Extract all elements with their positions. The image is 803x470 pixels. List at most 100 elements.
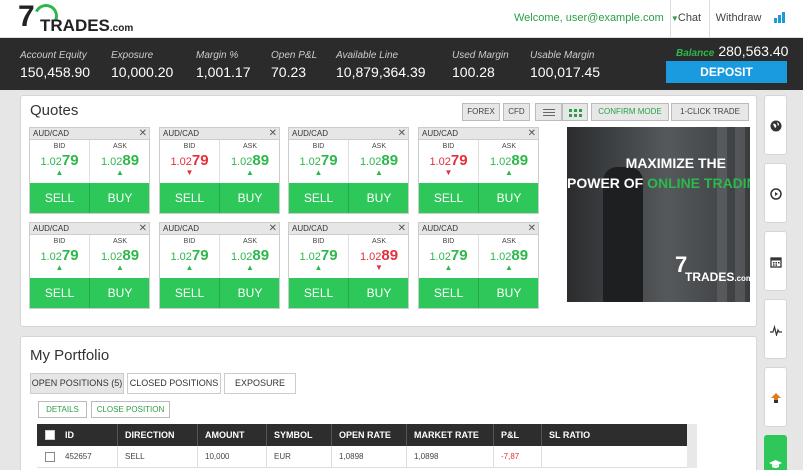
globe-icon [770, 120, 782, 132]
ask-label: ASK [112, 143, 127, 150]
stat-available-line: Available Line 10,879,364.39 [336, 50, 426, 80]
quote-card: AUD/CAD ✕ BID 1.0279 ▲ ASK 1.0289 ▲ SELL BUY [29, 222, 150, 309]
bid-column: BID 1.0279 ▲ [419, 235, 479, 277]
promo-banner[interactable]: MAXIMIZE THE POWER OF ONLINE TRADING 7 T… [567, 127, 750, 302]
buy-button[interactable]: BUY [237, 191, 263, 205]
grid-view-icon[interactable] [562, 103, 588, 121]
logo-number: 7 [18, 0, 35, 33]
sell-button[interactable]: SELL [289, 278, 349, 308]
ask-column: ASK 1.0289 ▲ [220, 140, 280, 182]
buy-button[interactable]: BUY [107, 286, 133, 300]
close-icon[interactable]: ✕ [138, 128, 147, 139]
currency-pair: AUD/CAD [422, 129, 459, 138]
sell-button[interactable]: SELL [160, 278, 220, 308]
ask-column: ASK 1.0289 ▲ [220, 235, 280, 277]
ask-column: ASK 1.0289 ▲ [349, 140, 409, 182]
signal-bars-icon [774, 11, 788, 23]
ask-column: ASK 1.0289 ▲ [479, 235, 539, 277]
ask-price: 1.0289 [359, 247, 399, 264]
bid-column: BID 1.0279 ▲ [160, 235, 220, 277]
sell-button[interactable]: SELL [160, 183, 220, 213]
col-market-rate: MARKET RATE [414, 430, 479, 440]
table-scrollbar[interactable] [687, 424, 697, 468]
col-open-rate: OPEN RATE [339, 430, 391, 440]
close-icon[interactable]: ✕ [397, 128, 406, 139]
list-view-icon[interactable] [535, 103, 562, 121]
col-direction: DIRECTION [125, 430, 175, 440]
chevron-up-icon: ▲ [246, 168, 254, 177]
chevron-down-icon: ▼ [185, 168, 194, 177]
chat-link[interactable]: Chat [670, 0, 708, 38]
rail-button-analysis[interactable] [764, 299, 787, 359]
currency-pair: AUD/CAD [422, 224, 459, 233]
stat-open-pnl: Open P&L 70.23 [271, 50, 318, 80]
ask-label: ASK [242, 143, 257, 150]
withdraw-link[interactable]: Withdraw [709, 0, 767, 38]
rail-button-markets[interactable] [764, 95, 787, 155]
bid-column: BID 1.0279 ▲ [30, 140, 90, 182]
statue-image [603, 167, 643, 302]
bid-price: 1.0279 [170, 152, 209, 169]
cell-symbol: EUR [274, 452, 291, 461]
bid-price: 1.0279 [429, 152, 468, 169]
buy-button[interactable]: BUY [366, 191, 392, 205]
quote-card: AUD/CAD ✕ BID 1.0279 ▼ ASK 1.0289 ▲ SELL BUY [418, 127, 539, 214]
close-position-button[interactable]: CLOSE POSITION [91, 401, 170, 418]
tab-closed-positions[interactable]: CLOSED POSITIONS [127, 373, 221, 394]
ask-label: ASK [112, 238, 127, 245]
currency-pair: AUD/CAD [163, 129, 200, 138]
close-icon[interactable]: ✕ [138, 223, 147, 234]
details-button[interactable]: DETAILS [38, 401, 87, 418]
close-icon[interactable]: ✕ [527, 223, 536, 234]
stat-exposure: Exposure 10,000.20 [111, 50, 174, 80]
pulse-chart-icon [770, 324, 782, 336]
confirm-mode-button[interactable]: CONFIRM MODE [591, 103, 669, 121]
table-row[interactable]: 452657 SELL 10,000 EUR 1,0898 1,0898 -7,… [37, 446, 687, 468]
close-icon[interactable]: ✕ [527, 128, 536, 139]
ask-price: 1.0289 [230, 152, 270, 169]
bid-price: 1.0279 [429, 247, 468, 264]
ask-price: 1.0289 [100, 152, 140, 169]
sell-button[interactable]: SELL [30, 278, 90, 308]
balance: Balance 280,563.40 [676, 43, 789, 59]
quote-card-header: AUD/CAD ✕ [160, 223, 279, 235]
tab-exposure[interactable]: EXPOSURE [224, 373, 296, 394]
rail-button-video[interactable] [764, 163, 787, 223]
cfd-filter-button[interactable]: CFD [503, 103, 530, 121]
positions-table-header: ID DIRECTION AMOUNT SYMBOL OPEN RATE MAR… [37, 424, 687, 446]
row-checkbox[interactable] [45, 452, 55, 462]
buy-button[interactable]: BUY [107, 191, 133, 205]
rail-button-education[interactable] [764, 435, 787, 470]
deposit-button[interactable]: DEPOSIT [666, 61, 787, 83]
sell-button[interactable]: SELL [30, 183, 90, 213]
chevron-up-icon: ▲ [246, 263, 254, 272]
forex-filter-button[interactable]: FOREX [462, 103, 500, 121]
ask-label: ASK [501, 143, 516, 150]
buy-button[interactable]: BUY [496, 191, 522, 205]
buy-button[interactable]: BUY [237, 286, 263, 300]
sell-button[interactable]: SELL [419, 183, 479, 213]
bid-price: 1.0279 [40, 152, 79, 169]
logo-word: TRADES.com [40, 16, 134, 35]
buy-button[interactable]: BUY [496, 286, 522, 300]
tab-open-positions[interactable]: OPEN POSITIONS (5) [30, 373, 124, 394]
select-all-checkbox[interactable] [45, 430, 55, 440]
rail-button-signals[interactable] [764, 367, 787, 427]
currency-pair: AUD/CAD [292, 129, 329, 138]
sell-button[interactable]: SELL [289, 183, 349, 213]
close-icon[interactable]: ✕ [397, 223, 406, 234]
bid-column: BID 1.0279 ▼ [160, 140, 220, 182]
sell-button[interactable]: SELL [419, 278, 479, 308]
buy-button[interactable]: BUY [366, 286, 392, 300]
currency-pair: AUD/CAD [33, 129, 70, 138]
ask-column: ASK 1.0289 ▲ [479, 140, 539, 182]
bid-label: BID [312, 143, 325, 150]
rail-button-calendar[interactable] [764, 231, 787, 291]
user-menu[interactable]: Welcome, user@example.com ▼ [514, 12, 679, 24]
close-icon[interactable]: ✕ [268, 223, 277, 234]
col-amount: AMOUNT [205, 430, 245, 440]
bid-label: BID [442, 143, 455, 150]
chevron-up-icon: ▲ [505, 168, 513, 177]
close-icon[interactable]: ✕ [268, 128, 277, 139]
one-click-trade-button[interactable]: 1-CLICK TRADE [671, 103, 749, 121]
